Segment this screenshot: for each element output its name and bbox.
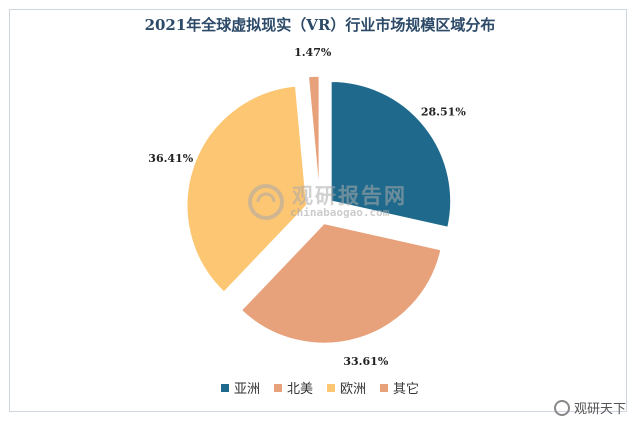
corner-logo-icon [553, 399, 570, 416]
legend-label-europe: 欧洲 [340, 382, 367, 397]
label-europe: 36.41% [148, 152, 193, 165]
slice-europe [186, 85, 308, 294]
label-other: 1.47% [294, 46, 332, 59]
legend-swatch-europe [327, 383, 335, 392]
legend-label-north-america: 北美 [286, 382, 313, 397]
label-asia: 28.51% [421, 105, 466, 118]
label-north-america: 33.61% [343, 355, 388, 368]
legend-item-north-america: 北美 [273, 378, 313, 397]
watermark-logo [248, 184, 284, 220]
chart-legend: 亚洲 北美 欧洲 其它 [0, 378, 640, 397]
slice-north-america [240, 222, 443, 345]
legend-item-asia: 亚洲 [220, 378, 260, 397]
slice-asia [330, 80, 452, 229]
legend-swatch-north-america [273, 383, 282, 392]
watermark-text: 观研报告网 [292, 184, 407, 208]
slice-other [307, 75, 321, 197]
legend-label-asia: 亚洲 [233, 382, 260, 397]
legend-item-europe: 欧洲 [327, 378, 366, 397]
legend-item-other: 其它 [380, 378, 419, 397]
chart-title: 2021年全球虚拟现实（VR）行业市场规模区域分布 [144, 16, 496, 34]
watermark-url: chinabaogao.com [290, 206, 390, 219]
legend-label-other: 其它 [393, 382, 420, 397]
legend-swatch-other [380, 383, 389, 392]
legend-swatch-asia [220, 383, 229, 392]
corner-watermark-text: 观研天下 [573, 402, 626, 417]
corner-watermark: 观研天下 [553, 398, 626, 417]
